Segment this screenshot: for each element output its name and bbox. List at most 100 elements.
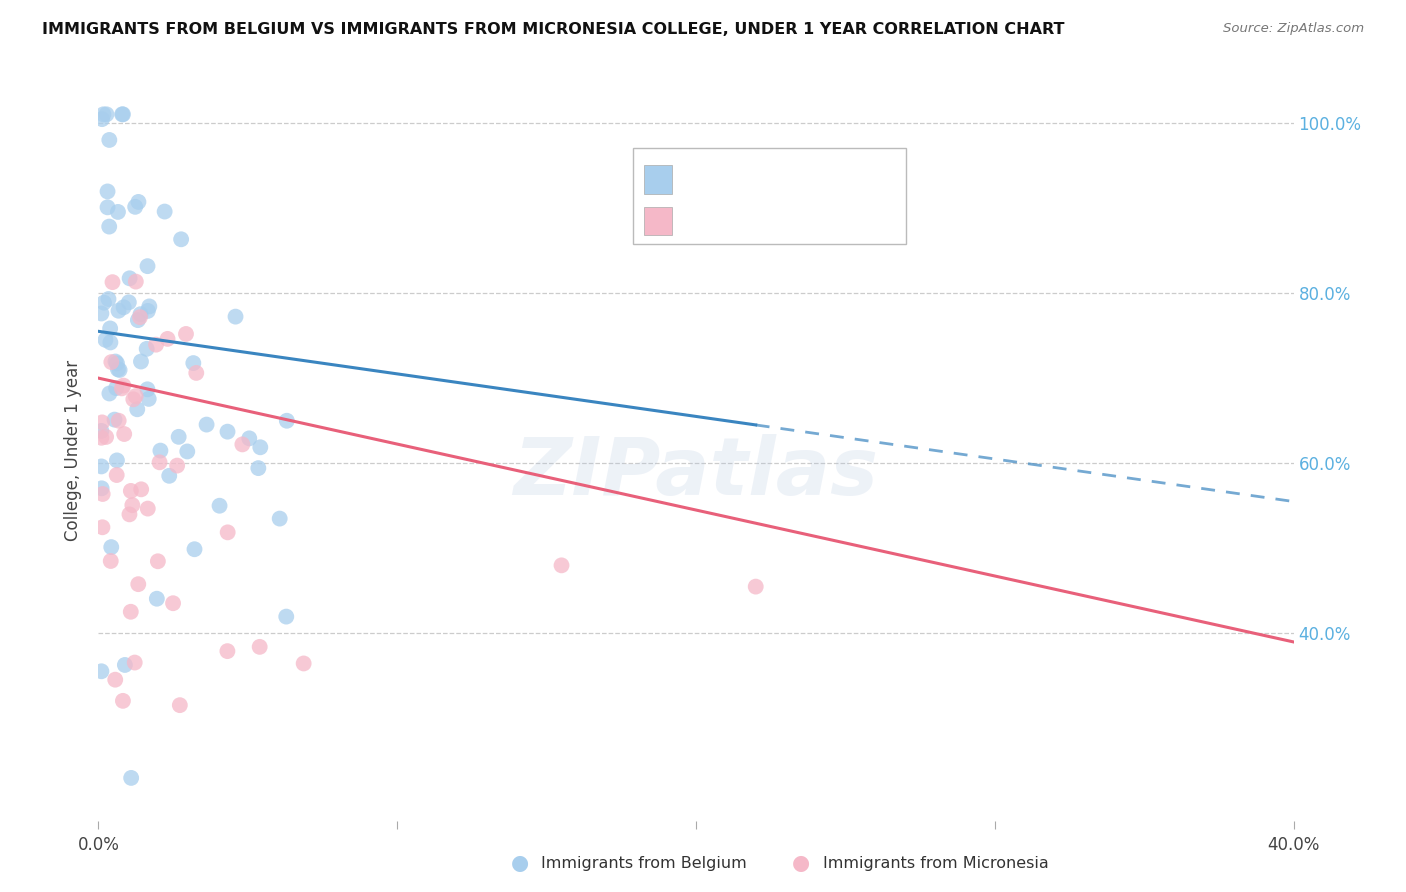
- Point: [90, 424, 112, 438]
- Text: ●: ●: [793, 854, 810, 873]
- Point: [138, 299, 160, 313]
- Point: [276, 609, 298, 624]
- Point: [145, 337, 167, 351]
- Point: [183, 542, 205, 557]
- Point: [105, 356, 128, 370]
- Point: [195, 417, 218, 432]
- Point: [127, 313, 149, 327]
- Point: [745, 580, 768, 594]
- Point: [93, 295, 115, 310]
- Point: [550, 558, 572, 573]
- Point: [90, 665, 112, 679]
- Point: [96, 107, 118, 121]
- Point: [125, 275, 148, 289]
- Point: [129, 307, 152, 321]
- Point: [111, 381, 134, 395]
- Point: [162, 596, 184, 610]
- Point: [98, 219, 121, 234]
- Point: [217, 425, 239, 439]
- Point: [120, 771, 142, 785]
- Point: [129, 354, 152, 368]
- Point: [231, 437, 253, 451]
- Point: [136, 501, 159, 516]
- Point: [98, 386, 121, 401]
- Point: [112, 300, 135, 314]
- Point: [208, 499, 231, 513]
- Point: [111, 694, 134, 708]
- Point: [124, 200, 146, 214]
- Point: [174, 326, 197, 341]
- Point: [94, 333, 117, 347]
- Point: [170, 232, 193, 246]
- Point: [96, 200, 118, 214]
- Point: [118, 271, 141, 285]
- Point: [107, 414, 129, 428]
- Y-axis label: College, Under 1 year: College, Under 1 year: [65, 359, 83, 541]
- Point: [276, 414, 298, 428]
- Point: [156, 332, 179, 346]
- Point: [249, 440, 271, 454]
- Point: [114, 657, 136, 672]
- Point: [108, 363, 131, 377]
- Point: [292, 657, 315, 671]
- Point: [98, 321, 121, 335]
- Point: [100, 554, 122, 568]
- Point: [176, 444, 198, 458]
- Point: [97, 292, 120, 306]
- Point: [127, 577, 149, 591]
- Point: [238, 431, 260, 445]
- Point: [247, 461, 270, 475]
- Point: [217, 525, 239, 540]
- Point: [100, 355, 122, 369]
- Point: [120, 483, 142, 498]
- Point: [148, 455, 170, 469]
- Point: [104, 354, 127, 368]
- Point: [135, 342, 157, 356]
- Text: Immigrants from Belgium: Immigrants from Belgium: [541, 856, 747, 871]
- Point: [120, 605, 142, 619]
- Point: [136, 304, 159, 318]
- Point: [112, 378, 135, 392]
- Point: [138, 392, 160, 406]
- Text: N =: N =: [756, 170, 806, 186]
- Point: [96, 185, 118, 199]
- Text: Source: ZipAtlas.com: Source: ZipAtlas.com: [1223, 22, 1364, 36]
- Point: [122, 392, 145, 407]
- Point: [169, 698, 191, 713]
- Point: [118, 295, 141, 310]
- Point: [91, 112, 114, 127]
- Point: [105, 453, 128, 467]
- Point: [186, 366, 208, 380]
- Point: [217, 644, 239, 658]
- Point: [125, 389, 148, 403]
- Point: [98, 133, 121, 147]
- Point: [90, 306, 112, 320]
- Text: R =: R =: [681, 170, 713, 186]
- Point: [111, 107, 134, 121]
- Point: [90, 481, 112, 495]
- Point: [136, 382, 159, 396]
- Point: [129, 483, 152, 497]
- Text: N =: N =: [756, 211, 806, 227]
- Text: ●: ●: [512, 854, 529, 873]
- Point: [111, 107, 134, 121]
- Point: [129, 310, 152, 325]
- Point: [146, 591, 169, 606]
- Text: -0.069: -0.069: [716, 170, 769, 186]
- Text: 66: 66: [800, 170, 821, 186]
- Point: [90, 459, 112, 474]
- Point: [225, 310, 247, 324]
- Point: [157, 468, 180, 483]
- Point: [118, 508, 141, 522]
- Point: [107, 205, 129, 219]
- Point: [90, 431, 112, 445]
- Point: [100, 540, 122, 554]
- Point: [166, 458, 188, 473]
- Point: [136, 259, 159, 273]
- Point: [105, 468, 128, 483]
- Point: [104, 673, 127, 687]
- Point: [91, 416, 114, 430]
- Point: [127, 194, 149, 209]
- Point: [91, 487, 114, 501]
- Point: [127, 402, 149, 417]
